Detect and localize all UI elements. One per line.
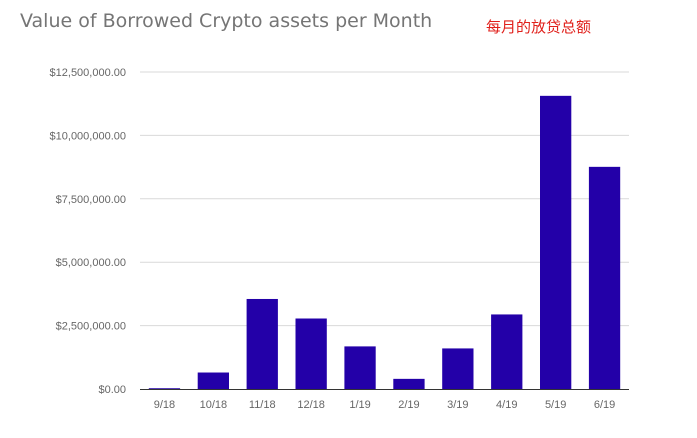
y-tick-label: $5,000,000.00 [56,257,126,269]
x-tick-label: 4/19 [496,399,517,411]
y-axis-labels: $0.00 $2,500,000.00 $5,000,000.00 $7,500,00… [50,67,126,396]
x-tick-label: 2/19 [398,399,419,411]
bar-6-19 [588,166,621,389]
x-tick-label: 12/18 [297,399,325,411]
x-tick-label: 5/19 [545,399,566,411]
bar-3-19 [442,348,474,389]
x-tick-label: 6/19 [594,399,615,411]
bar-2-19 [393,378,425,389]
chart-title: Value of Borrowed Crypto assets per Mont… [20,10,433,32]
bar-11-18 [246,298,278,389]
bar-10-18 [197,372,229,389]
x-tick-label: 9/18 [154,399,175,411]
x-tick-label: 3/19 [447,399,468,411]
y-tick-label: $12,500,000.00 [50,67,126,79]
x-axis-labels: 9/18 10/18 11/18 12/18 1/19 2/19 3/19 4/19 5/19 6… [154,399,616,411]
bar-9-18 [148,388,181,390]
bar-12-18 [295,318,327,389]
x-tick-label: 11/18 [249,399,276,411]
x-tick-label: 10/18 [200,399,228,411]
y-tick-label: $7,500,000.00 [56,194,126,206]
bar-4-19 [491,314,523,389]
chart-annotation: 每月的放贷总额 [486,18,592,36]
x-tick-label: 1/19 [349,399,370,411]
bar-5-19 [540,95,572,389]
y-tick-label: $10,000,000.00 [50,130,126,142]
bars [148,95,621,390]
y-tick-label: $0.00 [98,384,126,396]
y-tick-label: $2,500,000.00 [56,321,126,333]
bar-1-19 [344,346,376,389]
